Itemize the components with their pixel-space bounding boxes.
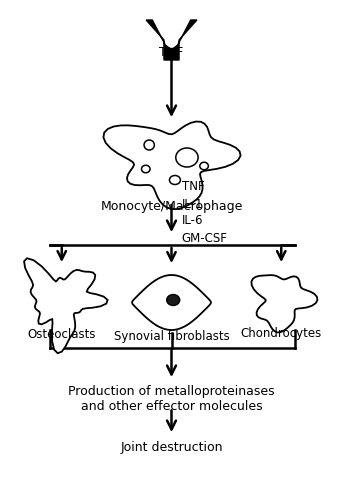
Text: Joint destruction: Joint destruction [120,441,223,454]
Text: Monocyte/Macrophage: Monocyte/Macrophage [100,200,243,213]
Text: Chondrocytes: Chondrocytes [241,328,322,340]
Text: Osteoclasts: Osteoclasts [27,328,96,340]
Polygon shape [104,122,240,209]
Ellipse shape [169,176,180,184]
Ellipse shape [176,148,198,167]
Text: Production of metalloproteinases
and other effector molecules: Production of metalloproteinases and oth… [68,385,275,413]
Polygon shape [146,20,197,60]
Ellipse shape [167,294,180,306]
Polygon shape [251,275,318,332]
Ellipse shape [142,165,150,173]
Ellipse shape [144,140,154,150]
Text: TNF
IL-1
IL-6
GM-CSF: TNF IL-1 IL-6 GM-CSF [182,180,228,244]
Text: Synovial fibroblasts: Synovial fibroblasts [114,330,229,343]
Polygon shape [24,258,108,353]
Polygon shape [132,275,211,330]
Text: TNF: TNF [159,46,184,59]
Ellipse shape [200,162,208,170]
